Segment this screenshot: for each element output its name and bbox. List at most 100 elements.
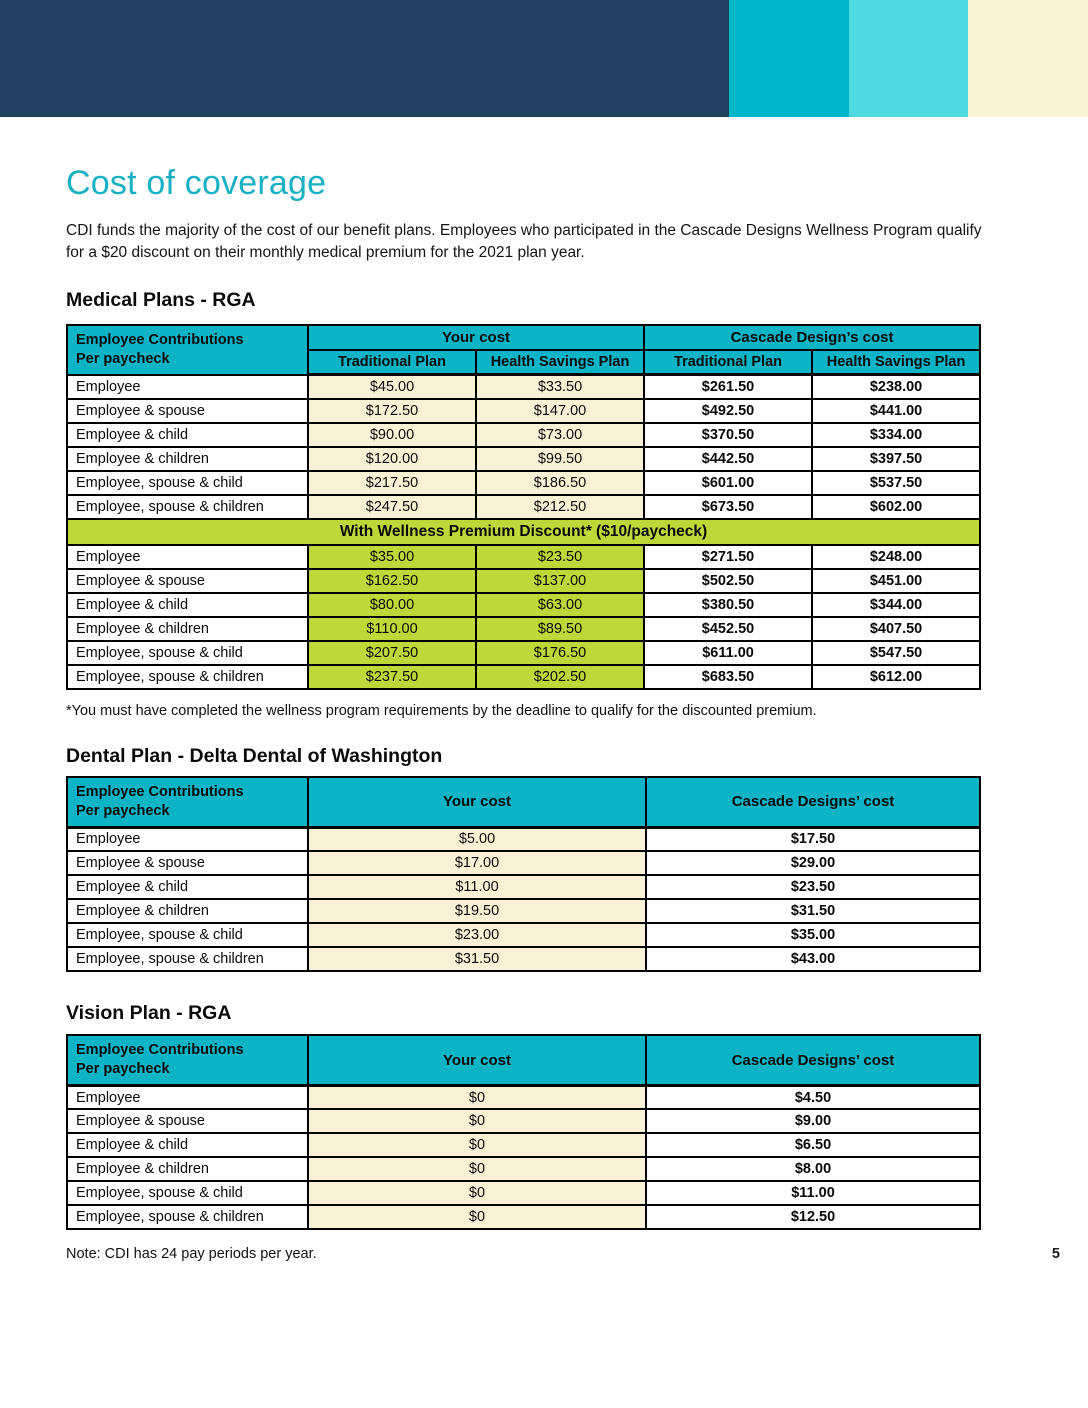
- your-cost-traditional-value: $217.50: [307, 469, 477, 496]
- coverage-tier-label: Employee: [66, 826, 309, 853]
- your-cost-value: $5.00: [307, 826, 647, 853]
- coverage-tier-label: Employee & children: [66, 445, 309, 472]
- cascade-cost-hsp-value: $547.50: [811, 639, 982, 666]
- your-cost-traditional-value: $247.50: [307, 493, 477, 520]
- your-cost-value: $11.00: [307, 874, 647, 901]
- coverage-tier-label: Employee, spouse & child: [66, 639, 309, 666]
- band-light-cyan-block: [849, 0, 968, 117]
- cascade-cost-traditional-value: $492.50: [643, 397, 814, 424]
- your-cost-hsp-value: $99.50: [474, 445, 646, 472]
- cascade-cost-hsp-value: $248.00: [811, 543, 982, 570]
- employee-contributions-header: Employee Contributions Per paycheck: [66, 776, 309, 829]
- medical-discount-row: Employee & spouse $162.50 $137.00 $502.5…: [66, 567, 982, 594]
- dental-row: Employee & child $11.00 $23.50: [66, 874, 981, 901]
- cascade-cost-traditional-value: $442.50: [643, 445, 814, 472]
- page-content: Cost of coverage CDI funds the majority …: [0, 163, 1088, 1262]
- pay-periods-note: Note: CDI has 24 pay periods per year.: [66, 1246, 317, 1263]
- coverage-tier-label: Employee, spouse & children: [66, 663, 309, 690]
- cascade-cost-hsp-value: $344.00: [811, 591, 982, 618]
- top-color-band: [0, 0, 1088, 117]
- employee-contributions-line2: Per paycheck: [76, 350, 170, 367]
- employee-contributions-line2: Per paycheck: [76, 1061, 170, 1078]
- discounted-your-cost-hsp-value: $176.50: [474, 639, 646, 666]
- discounted-your-cost-traditional-value: $80.00: [307, 591, 477, 618]
- medical-discount-row: Employee & children $110.00 $89.50 $452.…: [66, 615, 982, 642]
- cascade-cost-hsp-value: $334.00: [811, 421, 982, 448]
- discounted-your-cost-traditional-value: $35.00: [307, 543, 477, 570]
- coverage-tier-label: Employee & children: [66, 615, 309, 642]
- coverage-tier-label: Employee & spouse: [66, 397, 309, 424]
- discounted-your-cost-traditional-value: $162.50: [307, 567, 477, 594]
- coverage-tier-label: Employee & children: [66, 898, 309, 925]
- dental-plan-table: Employee Contributions Per paycheck Your…: [66, 776, 981, 973]
- coverage-tier-label: Employee & child: [66, 421, 309, 448]
- your-health-savings-plan-header: Health Savings Plan: [474, 349, 646, 377]
- dental-row: Employee $5.00 $17.50: [66, 826, 981, 853]
- coverage-tier-label: Employee & child: [66, 591, 309, 618]
- cascade-cost-value: $43.00: [645, 946, 981, 973]
- medical-discount-row: Employee & child $80.00 $63.00 $380.50 $…: [66, 591, 982, 618]
- your-cost-hsp-value: $73.00: [474, 421, 646, 448]
- cascade-cost-traditional-value: $601.00: [643, 469, 814, 496]
- coverage-tier-label: Employee & spouse: [66, 850, 309, 877]
- employee-contributions-line1: Employee Contributions: [76, 332, 244, 349]
- discounted-your-cost-traditional-value: $237.50: [307, 663, 477, 690]
- medical-standard-row: Employee, spouse & children $247.50 $212…: [66, 493, 982, 520]
- cascade-cost-value: $6.50: [645, 1132, 981, 1159]
- medical-standard-row: Employee & spouse $172.50 $147.00 $492.5…: [66, 397, 982, 424]
- your-cost-hsp-value: $33.50: [474, 373, 646, 400]
- vision-plan-heading: Vision Plan - RGA: [66, 1002, 232, 1025]
- cascade-cost-traditional-value: $370.50: [643, 421, 814, 448]
- cascade-cost-hsp-value: $397.50: [811, 445, 982, 472]
- your-cost-value: $0: [307, 1180, 647, 1207]
- coverage-tier-label: Employee & spouse: [66, 1108, 309, 1135]
- cascade-cost-value: $23.50: [645, 874, 981, 901]
- band-cyan-block: [729, 0, 849, 117]
- your-cost-value: $0: [307, 1156, 647, 1183]
- your-cost-value: $0: [307, 1108, 647, 1135]
- cascade-cost-hsp-value: $537.50: [811, 469, 982, 496]
- coverage-tier-label: Employee: [66, 1084, 309, 1111]
- cascade-cost-group-header: Cascade Design’s cost: [643, 324, 982, 352]
- cascade-cost-header: Cascade Designs’ cost: [645, 776, 981, 829]
- coverage-tier-label: Employee: [66, 543, 309, 570]
- cascade-cost-traditional-value: $611.00: [643, 639, 814, 666]
- medical-plans-heading: Medical Plans - RGA: [66, 288, 256, 311]
- cascade-health-savings-plan-header: Health Savings Plan: [811, 349, 982, 377]
- coverage-tier-label: Employee & child: [66, 1132, 309, 1159]
- vision-plan-table: Employee Contributions Per paycheck Your…: [66, 1034, 981, 1231]
- cascade-cost-hsp-value: $612.00: [811, 663, 982, 690]
- vision-header-row: Employee Contributions Per paycheck Your…: [66, 1034, 981, 1087]
- wellness-footnote: *You must have completed the wellness pr…: [66, 702, 817, 719]
- employee-contributions-line1: Employee Contributions: [76, 1042, 244, 1059]
- employee-contributions-line1: Employee Contributions: [76, 783, 244, 800]
- medical-plans-table: Employee Contributions Per paycheck Your…: [65, 324, 982, 690]
- cascade-cost-value: $4.50: [645, 1084, 981, 1111]
- discounted-your-cost-hsp-value: $23.50: [474, 543, 646, 570]
- discounted-your-cost-hsp-value: $63.00: [474, 591, 646, 618]
- vision-row: Employee & children $0 $8.00: [66, 1156, 981, 1183]
- your-traditional-plan-header: Traditional Plan: [307, 349, 477, 377]
- cascade-traditional-plan-header: Traditional Plan: [643, 349, 814, 377]
- your-cost-value: $17.00: [307, 850, 647, 877]
- wellness-discount-banner-row: With Wellness Premium Discount* ($10/pay…: [65, 517, 982, 546]
- medical-standard-row: Employee & children $120.00 $99.50 $442.…: [66, 445, 982, 472]
- discounted-your-cost-hsp-value: $202.50: [474, 663, 646, 690]
- discounted-your-cost-hsp-value: $137.00: [474, 567, 646, 594]
- your-cost-value: $0: [307, 1132, 647, 1159]
- page-footer: Note: CDI has 24 pay periods per year. 5: [66, 1246, 1060, 1262]
- vision-row: Employee $0 $4.50: [66, 1084, 981, 1111]
- vision-row: Employee & spouse $0 $9.00: [66, 1108, 981, 1135]
- band-navy-block: [0, 0, 729, 117]
- cascade-cost-value: $35.00: [645, 922, 981, 949]
- your-cost-hsp-value: $186.50: [474, 469, 646, 496]
- your-cost-value: $0: [307, 1084, 647, 1111]
- dental-row: Employee, spouse & children $31.50 $43.0…: [66, 946, 981, 973]
- coverage-tier-label: Employee, spouse & child: [66, 1180, 309, 1207]
- employee-contributions-line2: Per paycheck: [76, 802, 170, 819]
- your-cost-traditional-value: $120.00: [307, 445, 477, 472]
- your-cost-header: Your cost: [307, 776, 647, 829]
- discounted-your-cost-hsp-value: $89.50: [474, 615, 646, 642]
- dental-row: Employee & children $19.50 $31.50: [66, 898, 981, 925]
- cascade-cost-hsp-value: $451.00: [811, 567, 982, 594]
